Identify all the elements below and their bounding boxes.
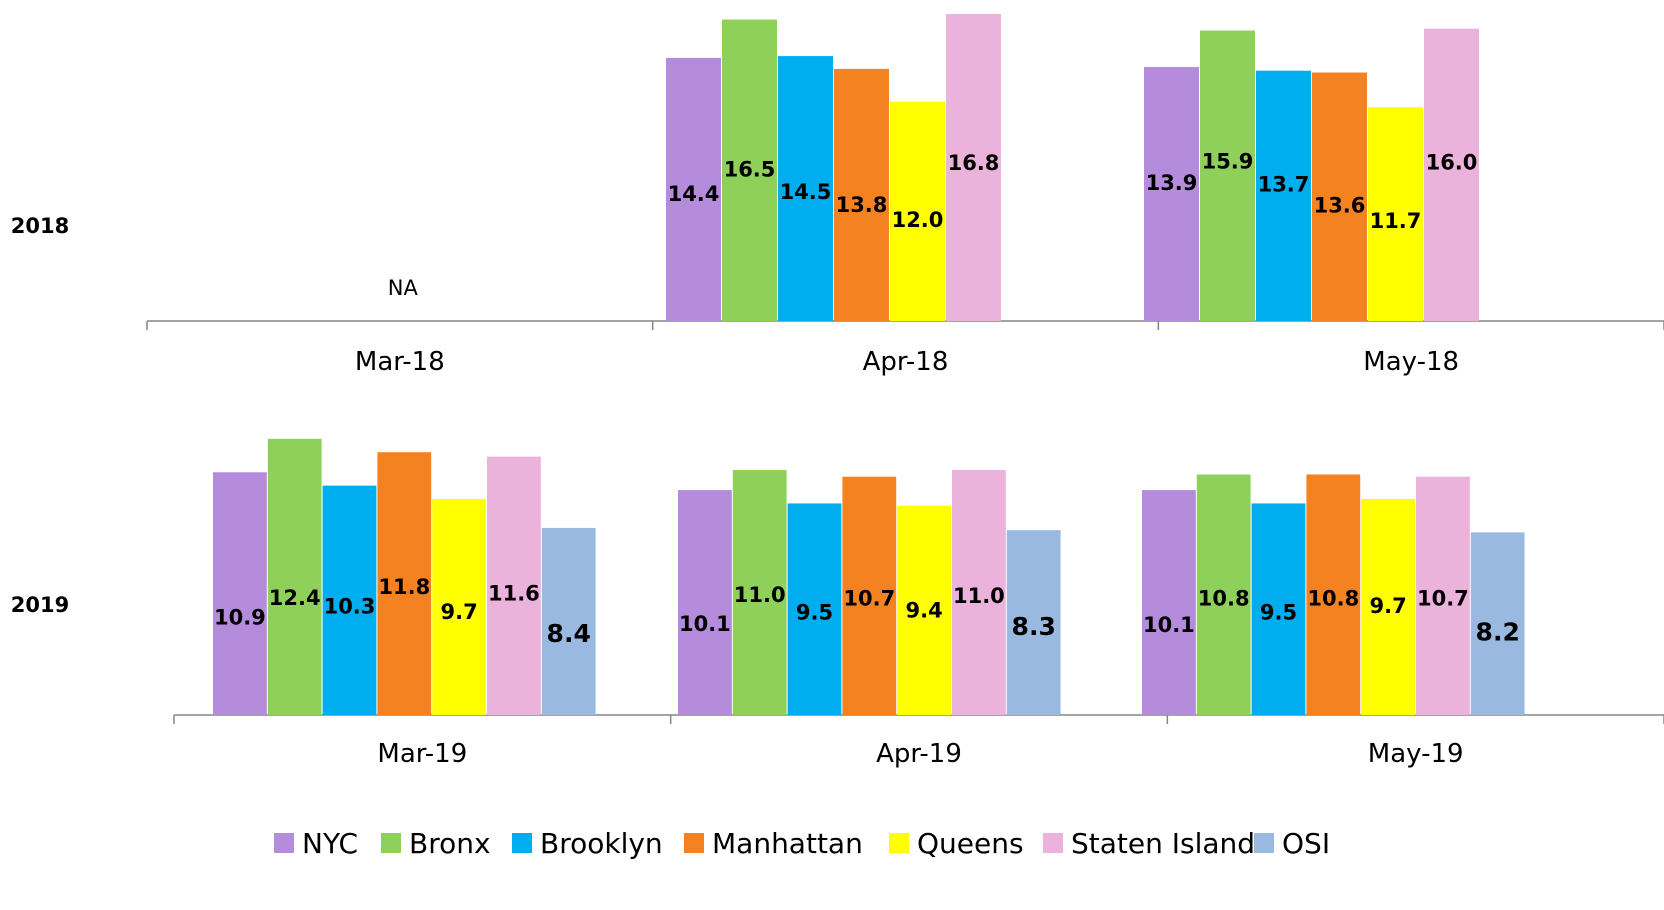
legend-swatch-osi <box>1254 833 1274 853</box>
legend-swatch-nyc <box>274 833 294 853</box>
data-label-staten-island-may-19: 10.7 <box>1417 587 1469 611</box>
bar-brooklyn-mar-19 <box>322 485 377 715</box>
data-label-osi-apr-19: 8.3 <box>1012 612 1056 641</box>
bar-brooklyn-may-19 <box>1251 503 1306 715</box>
bar-queens-may-18 <box>1368 107 1423 321</box>
bar-queens-apr-19 <box>897 505 951 715</box>
data-label-manhattan-apr-19: 10.7 <box>843 587 895 611</box>
legend-swatch-brooklyn <box>512 833 532 853</box>
data-label-bronx-apr-19: 11.0 <box>734 583 786 607</box>
data-label-nyc-apr-19: 10.1 <box>679 612 731 636</box>
data-label-brooklyn-mar-19: 10.3 <box>324 595 376 619</box>
data-label-queens-may-19: 9.7 <box>1369 594 1406 618</box>
bar-staten-island-apr-18 <box>946 14 1001 322</box>
x-tick-label-mar-18: Mar-18 <box>355 347 445 377</box>
legend: NYC Bronx Brooklyn Manhattan Queens Staten Is… <box>274 827 1330 860</box>
data-label-nyc-apr-18: 14.4 <box>668 182 720 206</box>
legend-swatch-staten-island <box>1043 833 1063 853</box>
legend-swatch-bronx <box>381 833 401 853</box>
legend-swatch-manhattan <box>684 833 704 853</box>
bar-staten-island-mar-19 <box>487 456 541 715</box>
x-tick-label-may-19: May-19 <box>1368 739 1464 769</box>
bar-bronx-may-18 <box>1200 30 1255 322</box>
bar-manhattan-apr-19 <box>842 476 897 715</box>
legend-label-brooklyn: Brooklyn <box>540 827 663 860</box>
bar-nyc-apr-18 <box>666 57 721 322</box>
bar-nyc-may-18 <box>1144 67 1199 321</box>
data-label-staten-island-apr-19: 11.0 <box>953 584 1005 608</box>
bar-nyc-mar-19 <box>213 472 267 715</box>
bar-staten-island-apr-19 <box>952 470 1006 715</box>
bar-nyc-apr-19 <box>678 490 732 715</box>
data-label-brooklyn-apr-18: 14.5 <box>780 180 832 204</box>
data-label-queens-mar-19: 9.7 <box>440 600 477 624</box>
bar-queens-apr-18 <box>890 101 945 321</box>
bar-brooklyn-apr-18 <box>778 56 833 322</box>
data-label-nyc-mar-19: 10.9 <box>214 605 266 629</box>
x-tick-label-mar-19: Mar-19 <box>377 739 467 769</box>
data-label-nyc-may-19: 10.1 <box>1143 613 1195 637</box>
data-label-staten-island-apr-18: 16.8 <box>948 151 1000 175</box>
panel-title-2018: 2018 <box>11 214 69 238</box>
data-label-staten-island-mar-19: 11.6 <box>488 582 540 606</box>
data-label-bronx-apr-18: 16.5 <box>724 158 776 182</box>
bar-brooklyn-may-18 <box>1256 70 1311 322</box>
data-label-manhattan-apr-18: 13.8 <box>836 193 888 217</box>
panel-2019: 2019 Mar-19 10.912.4 10.311.8 9.7 11.6 8.4 Apr… <box>11 438 1664 769</box>
data-label-brooklyn-may-19: 9.5 <box>1260 600 1297 624</box>
data-label-osi-may-19: 8.2 <box>1476 617 1520 646</box>
data-label-manhattan-mar-19: 11.8 <box>378 575 430 599</box>
legend-swatch-queens <box>889 833 909 853</box>
data-label-queens-may-18: 11.7 <box>1370 209 1422 233</box>
na-label: NA <box>388 276 419 300</box>
bar-bronx-may-19 <box>1196 474 1251 715</box>
bar-manhattan-apr-18 <box>834 68 889 322</box>
bar-bronx-apr-18 <box>722 19 777 321</box>
data-label-queens-apr-19: 9.4 <box>905 599 942 623</box>
data-label-manhattan-may-18: 13.6 <box>1314 194 1366 218</box>
legend-label-queens: Queens <box>917 827 1024 860</box>
data-label-osi-mar-19: 8.4 <box>547 619 591 648</box>
bar-manhattan-mar-19 <box>377 452 432 715</box>
legend-label-bronx: Bronx <box>409 827 491 860</box>
bar-bronx-mar-19 <box>267 438 322 715</box>
bar-osi-mar-19 <box>541 527 596 715</box>
data-label-bronx-mar-19: 12.4 <box>269 586 321 610</box>
x-tick-label-apr-19: Apr-19 <box>876 739 962 769</box>
bar-queens-may-19 <box>1361 498 1415 715</box>
panel-2018: 2018 Mar-18 NA Apr-18 14.416.514.513.812.0 1… <box>11 14 1664 377</box>
bar-manhattan-may-19 <box>1306 474 1361 715</box>
data-label-queens-apr-18: 12.0 <box>892 208 944 232</box>
bar-manhattan-may-18 <box>1312 72 1367 321</box>
panel-title-2019: 2019 <box>11 593 69 617</box>
bar-brooklyn-apr-19 <box>787 503 842 715</box>
bar-staten-island-may-19 <box>1416 476 1470 715</box>
data-label-brooklyn-may-18: 13.7 <box>1258 173 1310 197</box>
data-label-nyc-may-18: 13.9 <box>1146 171 1198 195</box>
bar-queens-mar-19 <box>432 498 486 715</box>
x-tick-label-apr-18: Apr-18 <box>863 347 949 377</box>
legend-label-manhattan: Manhattan <box>712 827 863 860</box>
legend-label-nyc: NYC <box>302 827 358 860</box>
data-label-manhattan-may-19: 10.8 <box>1307 586 1359 610</box>
legend-label-staten-island: Staten Island <box>1071 827 1255 860</box>
legend-label-osi: OSI <box>1282 827 1330 860</box>
bar-osi-apr-19 <box>1006 530 1061 715</box>
data-label-bronx-may-18: 15.9 <box>1202 150 1254 174</box>
data-label-brooklyn-apr-19: 9.5 <box>796 600 833 624</box>
data-label-bronx-may-19: 10.8 <box>1198 586 1250 610</box>
bar-staten-island-may-18 <box>1424 28 1479 322</box>
bar-osi-may-19 <box>1470 532 1525 715</box>
bar-bronx-apr-19 <box>732 470 787 715</box>
x-tick-label-may-18: May-18 <box>1363 347 1459 377</box>
bar-nyc-may-19 <box>1142 490 1196 715</box>
data-label-staten-island-may-18: 16.0 <box>1426 151 1478 175</box>
